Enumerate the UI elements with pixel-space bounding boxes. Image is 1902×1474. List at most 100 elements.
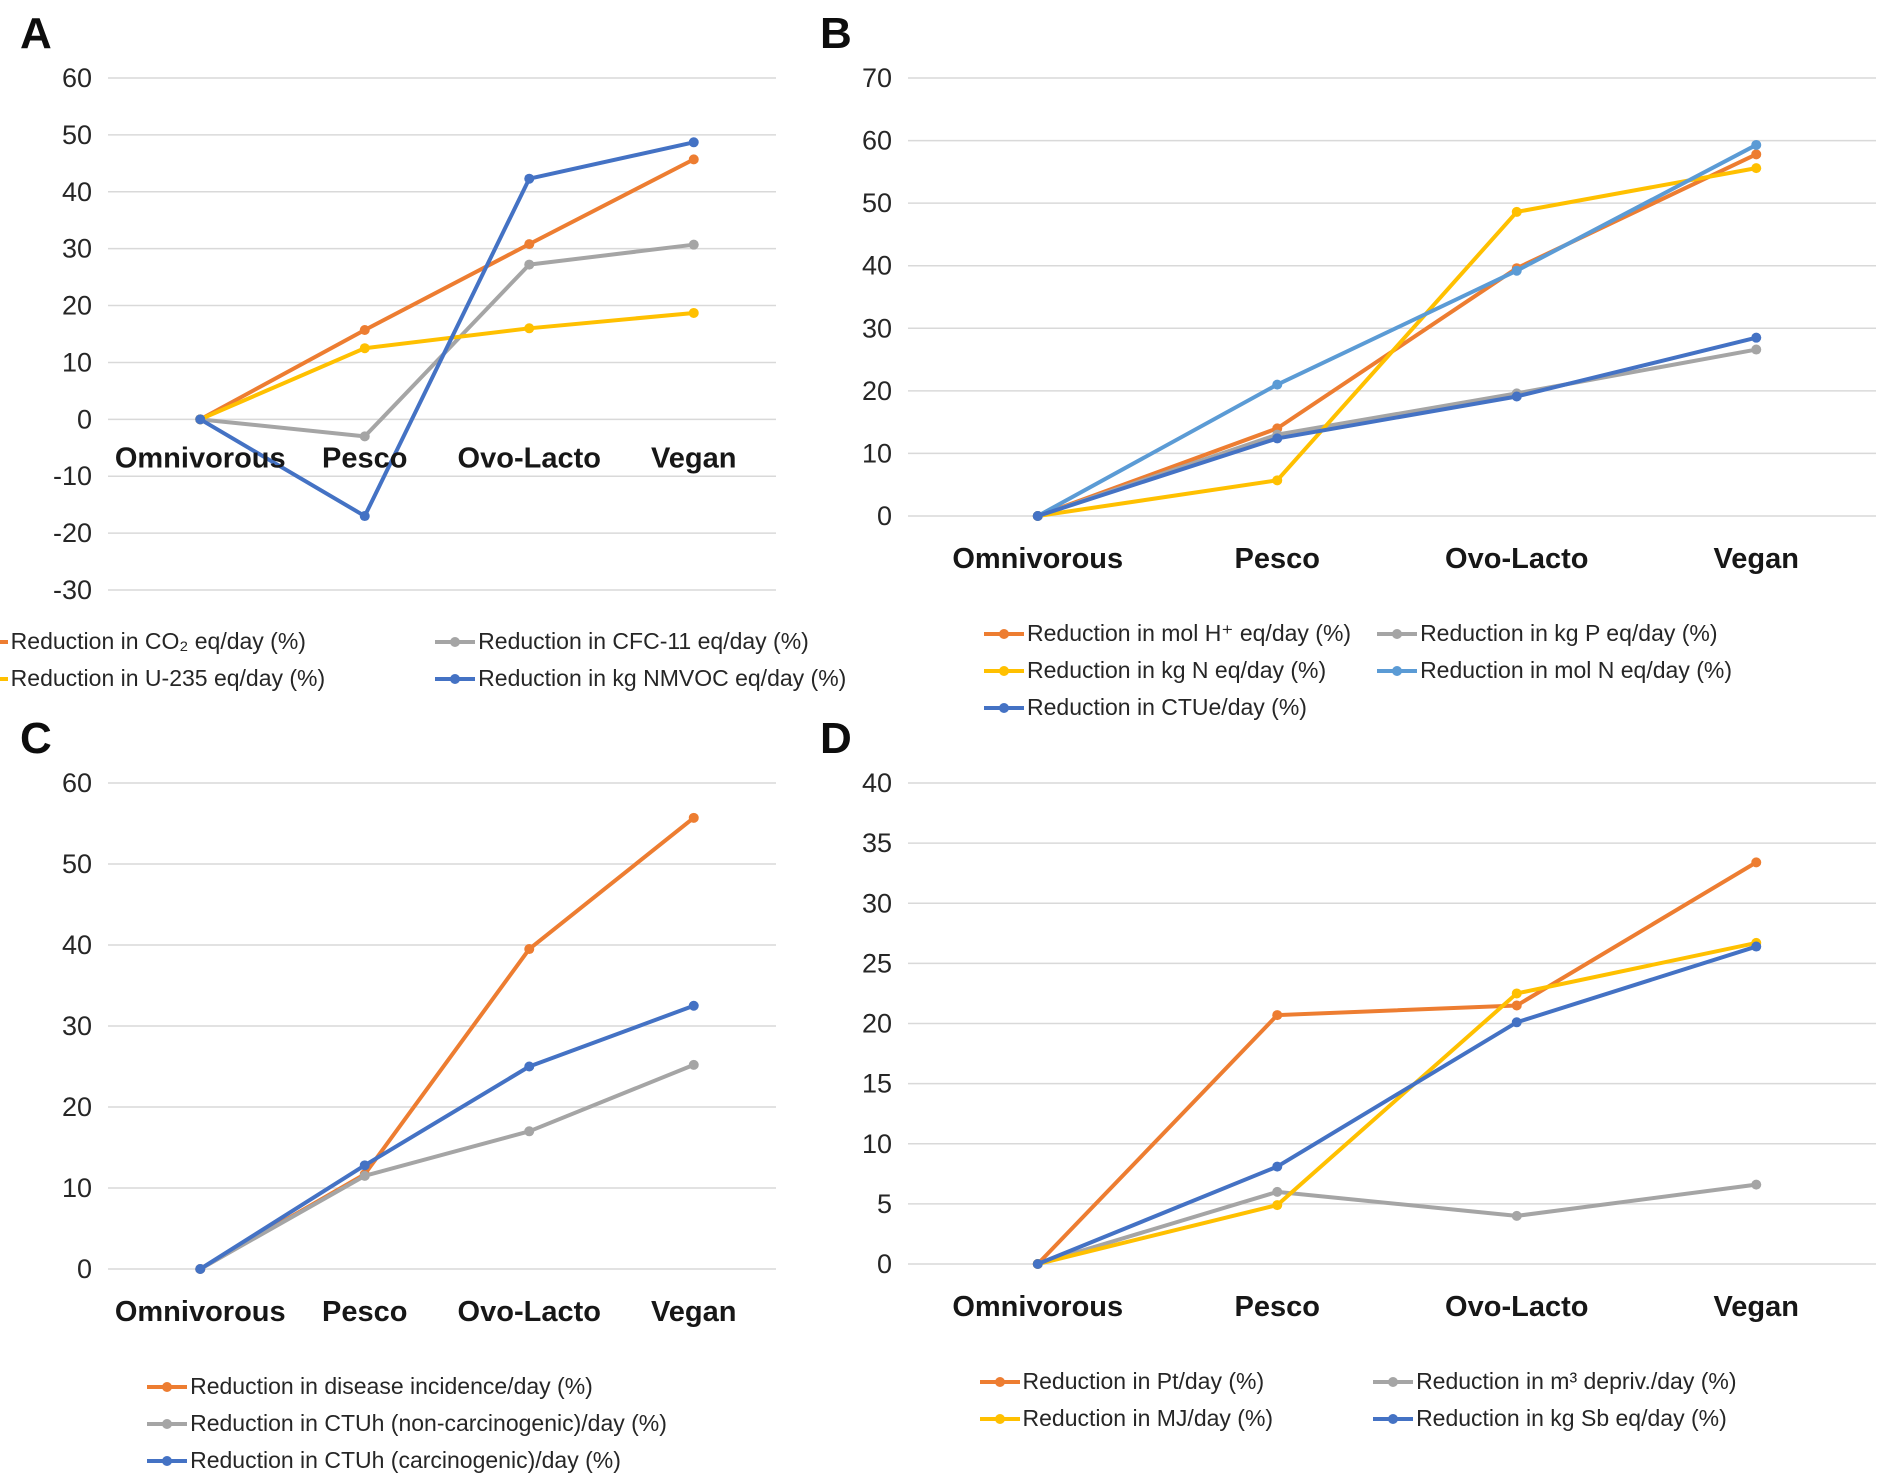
panel-c: C 0 10 20 30 40 50 60 Omnivorous Pesco Ovo-Lacto V… [0,705,800,1473]
legend-label: Reduction in mol H⁺ eq/day (%) [1027,620,1352,646]
y-axis-tick-label: 60 [62,768,92,798]
data-point-marker [1272,1186,1283,1197]
series-line [1035,860,1759,1266]
series-line [198,1003,696,1271]
chart-svg-panel-a: -30 -20 -10 0 10 20 30 40 50 60 Omnivorous Pesco Ovo… [53,63,776,605]
legend-item: Reduction in kg P eq/day (%) [1377,620,1732,647]
panel-b-legend: Reduction in mol H⁺ eq/day (%) Reduction … [814,620,1902,721]
legend-line-marker-icon [147,1381,188,1393]
legend-line-marker-icon [435,636,476,648]
data-point-marker [688,137,699,148]
data-point-marker [688,812,699,823]
data-point-marker [359,1170,370,1181]
y-axis-tick-label: 0 [877,501,892,531]
y-axis-tick-label: 35 [862,828,892,858]
y-axis-tick-label: 20 [862,376,892,406]
data-point-marker [524,323,535,334]
legend-label: Reduction in MJ/day (%) [1022,1405,1274,1431]
legend-dot [999,665,1009,676]
x-axis-category-label: Ovo-Lacto [458,1296,601,1328]
x-axis-category-label: Ovo-Lacto [458,442,601,474]
legend-dot [1392,665,1403,676]
y-axis-tick-label: 15 [862,1069,892,1099]
legend-item: Reduction in kg NMVOC eq/day (%) [435,665,846,692]
y-axis-tick-label: -20 [53,518,92,548]
data-point-marker [1511,206,1522,217]
legend-label: Reduction in CO₂ eq/day (%) [10,628,306,654]
panel-a-legend: Reduction in CO₂ eq/day (%) Reduction in … [0,628,846,692]
series-line [1035,166,1759,518]
legend-line-marker-icon [984,665,1024,677]
legend-item: Reduction in CTUh (carcinogenic)/day (%) [147,1447,667,1474]
y-axis-tick-label: 20 [62,291,92,321]
data-point-marker [524,1126,535,1137]
data-point-marker [1511,1017,1522,1028]
panel-a: A -30 -20 -10 0 10 20 30 40 50 60 Omnivorous Pesco O… [0,0,846,705]
y-axis-tick-label: 5 [877,1189,892,1219]
legend-label: Reduction in kg NMVOC eq/day (%) [478,665,847,691]
legend-dot [162,1455,173,1466]
data-point-marker [359,431,370,442]
y-axis-tick-label: 30 [862,888,892,918]
data-point-marker [524,944,535,955]
series-line [198,242,696,439]
legend-label: Reduction in Pt/day (%) [1022,1368,1265,1394]
x-axis-category-label: Vegan [651,442,736,474]
data-point-marker [688,239,699,250]
x-axis-category-label: Omnivorous [952,543,1123,575]
y-axis-tick-label: 20 [862,1009,892,1039]
legend-line-marker-icon [979,1376,1020,1388]
chart-svg-panel-d: 0 5 10 15 20 25 30 35 40 Omnivorous Pesco Ovo-Lacto… [862,768,1876,1323]
y-axis-tick-label: 25 [862,948,892,978]
x-axis-category-label: Pesco [1235,1291,1320,1323]
data-point-marker [1751,857,1762,868]
data-point-marker [1272,1161,1283,1172]
panel-d: D 0 5 10 15 20 25 30 35 40 Omnivorous Pesco Ovo-Lac… [800,705,1902,1440]
series-line [198,1062,696,1271]
legend-item: Reduction in U-235 eq/day (%) [0,665,325,692]
data-point-marker [195,414,206,425]
y-axis-tick-label: 10 [862,1129,892,1159]
data-point-marker [1751,1179,1762,1190]
y-axis-tick-label: 40 [862,768,892,798]
legend-item: Reduction in kg N eq/day (%) [984,657,1351,684]
legend-line-marker-icon [979,1413,1020,1425]
data-point-marker [688,1000,699,1011]
x-axis-category-label: Pesco [1235,543,1320,575]
legend-label: Reduction in U-235 eq/day (%) [10,665,326,691]
legend-label: Reduction in m³ depriv./day (%) [1416,1368,1737,1394]
series-line [1035,944,1759,1266]
y-axis-tick-label: 40 [62,177,92,207]
y-axis-tick-label: 20 [62,1092,92,1122]
data-point-marker [1751,149,1762,160]
legend-line-marker-icon [1377,665,1418,677]
legend-item: Reduction in disease incidence/day (%) [147,1373,667,1400]
data-point-marker [1751,344,1762,355]
panel-c-legend: Reduction in disease incidence/day (%) Re… [14,1373,800,1474]
legend-line-marker-icon [435,673,476,685]
y-axis-tick-label: 50 [62,120,92,150]
legend-item: Reduction in mol H⁺ eq/day (%) [984,620,1351,647]
panel-c-letter: C [20,714,52,763]
legend-item: Reduction in CTUe/day (%) [984,694,1351,721]
legend-line-marker-icon [984,628,1024,640]
data-point-marker [1511,1210,1522,1221]
data-point-marker [524,1061,535,1072]
y-axis-tick-label: 30 [62,1011,92,1041]
series-line [198,157,696,422]
series-line [1035,347,1759,518]
y-axis-tick-label: 0 [77,1254,92,1284]
y-axis-tick-label: 10 [62,1173,92,1203]
legend-dot [450,636,461,647]
data-point-marker [1511,265,1522,276]
data-point-marker [1751,941,1762,952]
legend-label: Reduction in CTUe/day (%) [1027,694,1307,720]
data-point-marker [524,259,535,270]
x-axis-category-label: Omnivorous [115,442,286,474]
y-axis-tick-label: 40 [62,930,92,960]
data-point-marker [688,154,699,165]
y-axis-tick-label: 10 [862,438,892,468]
legend-line-marker-icon [147,1418,188,1430]
series-line [1035,335,1759,518]
y-axis-tick-label: -10 [53,461,92,491]
